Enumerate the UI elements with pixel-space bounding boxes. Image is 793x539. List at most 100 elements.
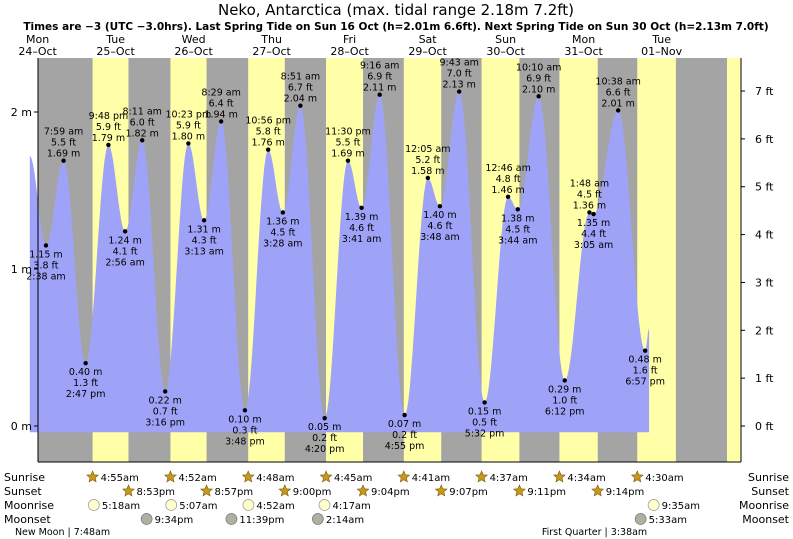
sunrise-time: 4:34am [567,473,605,484]
sunset-time: 9:04pm [371,487,410,498]
tide-m-label: 1.94 m [204,109,237,120]
tide-ft-label: 4.3 ft [192,235,217,246]
tide-m-label: 1.40 m [423,210,456,221]
tide-point [322,415,327,421]
moonset-time: 11:39pm [239,515,284,526]
tide-m-label: 0.15 m [468,406,501,417]
tide-ft-label: 4.4 ft [581,229,606,240]
tide-point [83,361,88,366]
sunset-time: 8:53pm [136,487,175,498]
sun-star-icon [200,484,214,497]
right-tick-label: 3 ft [755,276,774,289]
tide-point [437,204,443,209]
tide-point [201,218,207,223]
tide-m-label: 0.29 m [548,384,581,395]
tide-ft-label: 0.7 ft [153,406,178,417]
moonset-time: 2:14am [326,515,364,526]
tide-m-label: 0.10 m [228,414,261,425]
tide-m-label: 2.04 m [284,94,317,105]
tide-point [505,194,511,199]
tide-m-label: 1.24 m [108,235,141,246]
tide-point [163,389,168,394]
tide-point [218,119,224,124]
tide-point [43,243,49,248]
tide-point [359,205,364,210]
sunrise-time: 4:41am [412,473,450,484]
daylight-band [727,58,741,462]
moon-phase-annotation: First Quarter | 3:38am [542,527,647,538]
tide-point [591,211,596,217]
moonrise-icon [87,499,100,511]
sun-star-icon [630,470,644,483]
sunrise-time: 4:37am [490,473,528,484]
moonrise-time: 5:07am [179,501,217,512]
day-of-week-label: Sat [419,33,438,46]
chart-title: Neko, Antarctica (max. tidal range 2.18m… [218,1,574,19]
sun-star-icon [278,484,292,497]
tide-time-label: 8:11 am [122,106,161,117]
day-of-week-label: Fri [343,33,356,46]
tide-ft-label: 0.3 ft [232,425,257,436]
date-label: 27–Oct [252,45,291,58]
sunrise-time: 4:45am [334,473,372,484]
tide-time-label: 3:48 pm [225,436,265,447]
tide-m-label: 1.79 m [92,133,125,144]
tide-time-label: 9:43 am [439,58,478,69]
left-tick-label: 0 m [11,420,32,433]
moon-phase-annotation: New Moon | 7:48am [15,527,110,538]
tide-time-label: 1:48 am [570,178,609,189]
tide-time-label: 3:41 am [342,234,381,245]
day-of-week-label: Tue [105,33,125,46]
right-tick-label: 5 ft [755,181,774,194]
tide-time-label: 4:55 pm [385,441,425,452]
tide-m-label: 1.36 m [573,200,606,211]
tide-time-label: 10:38 am [595,76,640,87]
day-labels: Mon24–OctTue25–OctWed26–OctThu27–OctFri2… [18,33,682,58]
row-label-right: Sunset [751,485,789,498]
moonrise-icon [242,499,255,511]
tide-time-label: 12:46 am [485,163,530,174]
sunrise-time: 4:48am [256,473,294,484]
tide-m-label: 2.01 m [601,98,634,109]
sunset-time: 9:14pm [606,487,645,498]
day-of-week-label: Sun [495,33,516,46]
tide-ft-label: 0.2 ft [392,430,417,441]
tide-m-label: 0.07 m [388,419,421,430]
tide-m-label: 0.22 m [148,395,181,406]
tide-point [377,92,382,97]
tide-ft-label: 0.2 ft [312,433,337,444]
tide-ft-label: 5.8 ft [256,127,281,138]
tide-time-label: 3:16 pm [145,417,185,428]
left-tick-label: 1 m [11,263,32,276]
tide-m-label: 2.13 m [442,80,475,91]
tide-ft-label: 4.5 ft [577,189,602,200]
date-label: 26–Oct [174,45,213,58]
row-label-right: Moonrise [739,499,789,512]
date-label: 01–Nov [641,45,682,58]
tide-time-label: 4:20 pm [305,444,345,455]
tide-ft-label: 1.0 ft [552,395,577,406]
tide-point [186,141,191,146]
tide-time-label: 6:57 pm [625,377,665,388]
tide-point [615,108,621,113]
tide-ft-label: 4.6 ft [427,221,452,232]
right-tick-label: 2 ft [755,324,774,337]
tide-m-label: 1.69 m [47,149,80,160]
tide-m-label: 1.35 m [577,218,610,229]
moonrise-icon [318,499,331,511]
tide-m-label: 1.76 m [251,138,284,149]
tide-area [29,91,650,433]
tide-ft-label: 5.9 ft [96,122,121,133]
moonrise-time: 9:35am [662,501,700,512]
sunset-time: 9:11pm [527,487,566,498]
tide-ft-label: 6.4 ft [209,98,234,109]
tide-time-label: 11:30 pm [325,127,371,138]
tide-m-label: 0.40 m [69,367,102,378]
sun-star-icon [319,470,333,483]
day-of-week-label: Tue [651,33,671,46]
tide-point [345,158,351,163]
tide-point [122,229,128,234]
tide-time-label: 3:28 am [263,238,302,249]
